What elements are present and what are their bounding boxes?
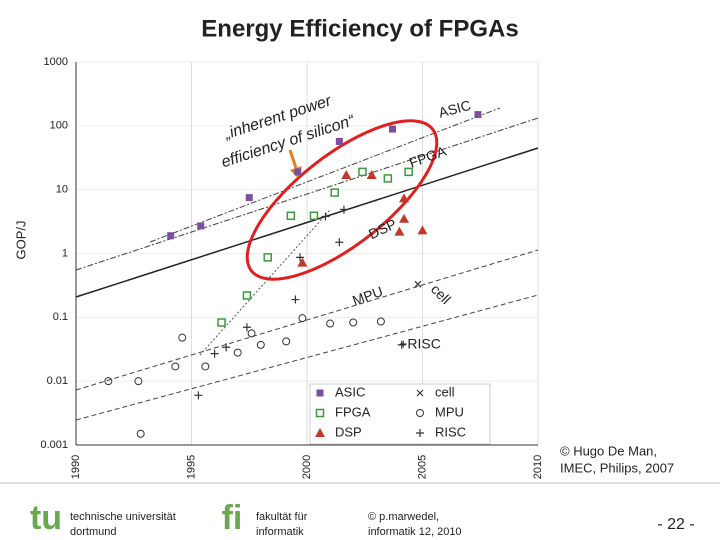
legend-marker [416, 389, 424, 397]
marker [242, 291, 252, 300]
marker [376, 317, 385, 326]
trend-line [75, 147, 539, 298]
marker [358, 167, 367, 177]
y-tick-label: 0.1 [53, 311, 68, 323]
x-tick-label: 1990 [70, 455, 82, 479]
marker [291, 295, 300, 304]
marker [326, 319, 335, 328]
credit: IMEC, Philips, 2007 [560, 460, 674, 475]
legend-marker [416, 429, 424, 437]
legend-label: DSP [335, 424, 362, 439]
trend-line [199, 209, 331, 356]
legend-label: ASIC [335, 384, 365, 399]
legend-marker [315, 408, 325, 418]
marker [394, 226, 405, 236]
marker [194, 391, 203, 400]
y-tick-label: 0.001 [40, 439, 68, 451]
legend-box [309, 383, 491, 445]
legend-label: FPGA [335, 404, 371, 419]
marker [335, 238, 344, 247]
marker [136, 429, 145, 438]
footer-text: technische universität [70, 511, 176, 523]
footer-text: informatik [256, 526, 304, 538]
marker [263, 253, 272, 262]
highlight-ellipse [245, 119, 439, 281]
marker [404, 167, 413, 177]
marker [474, 111, 482, 119]
legend-marker [416, 409, 424, 417]
marker [399, 213, 410, 223]
marker [339, 205, 348, 214]
marker [294, 168, 302, 176]
x-tick-label: 2005 [416, 455, 428, 479]
marker [201, 362, 210, 371]
chart-title: Energy Efficiency of FPGAs [201, 15, 518, 42]
marker [309, 211, 319, 221]
logo: tu [30, 499, 62, 537]
marker [197, 222, 205, 230]
marker [330, 188, 339, 197]
marker [388, 125, 396, 133]
marker [383, 174, 393, 183]
marker [245, 194, 253, 202]
annotation: +RISC [399, 336, 441, 352]
marker [414, 280, 422, 288]
marker [178, 333, 187, 342]
trend-lines [75, 107, 539, 421]
marker [217, 318, 226, 327]
marker [297, 257, 308, 267]
marker [321, 212, 330, 221]
marker [104, 377, 113, 386]
marker [222, 343, 231, 352]
x-tick-label: 2010 [532, 455, 544, 479]
legend-label: cell [435, 384, 455, 399]
y-axis-label: GOP/J [13, 220, 28, 259]
marker [298, 314, 307, 323]
legend-marker [315, 428, 325, 437]
marker [233, 348, 242, 357]
marker [171, 362, 180, 371]
footer-text: dortmund [70, 526, 116, 538]
marker [341, 169, 352, 179]
y-tick-label: 0.01 [47, 375, 68, 387]
arrow [288, 149, 298, 169]
x-tick-label: 1995 [185, 455, 197, 479]
marker [167, 232, 175, 240]
marker [399, 193, 410, 203]
legend-label: MPU [435, 404, 464, 419]
marker [417, 225, 428, 235]
footer-text: © p.marwedel, [368, 511, 439, 523]
marker [366, 169, 377, 179]
legend-marker [316, 389, 324, 397]
y-tick-label: 100 [50, 120, 68, 132]
marker [397, 340, 406, 349]
trend-line [149, 107, 501, 243]
marker [349, 318, 358, 327]
marker [210, 349, 219, 358]
page-number: - 22 - [657, 516, 694, 533]
marker [296, 253, 305, 262]
footer-text: informatik 12, 2010 [368, 526, 462, 538]
legend-label: RISC [435, 424, 466, 439]
marker [335, 137, 343, 145]
logo: fi [222, 499, 243, 537]
footer-text: fakultät für [256, 511, 308, 523]
marker [256, 340, 265, 349]
y-tick-label: 10 [56, 184, 68, 196]
x-tick-label: 2000 [301, 455, 313, 479]
marker [134, 377, 143, 386]
y-tick-label: 1000 [44, 56, 68, 68]
marker [247, 329, 256, 338]
credit: © Hugo De Man, [560, 443, 657, 458]
trend-line [75, 117, 539, 271]
marker [282, 337, 291, 346]
y-tick-label: 1 [62, 247, 68, 259]
marker [286, 211, 296, 221]
trend-line [75, 249, 539, 391]
marker [242, 323, 251, 332]
